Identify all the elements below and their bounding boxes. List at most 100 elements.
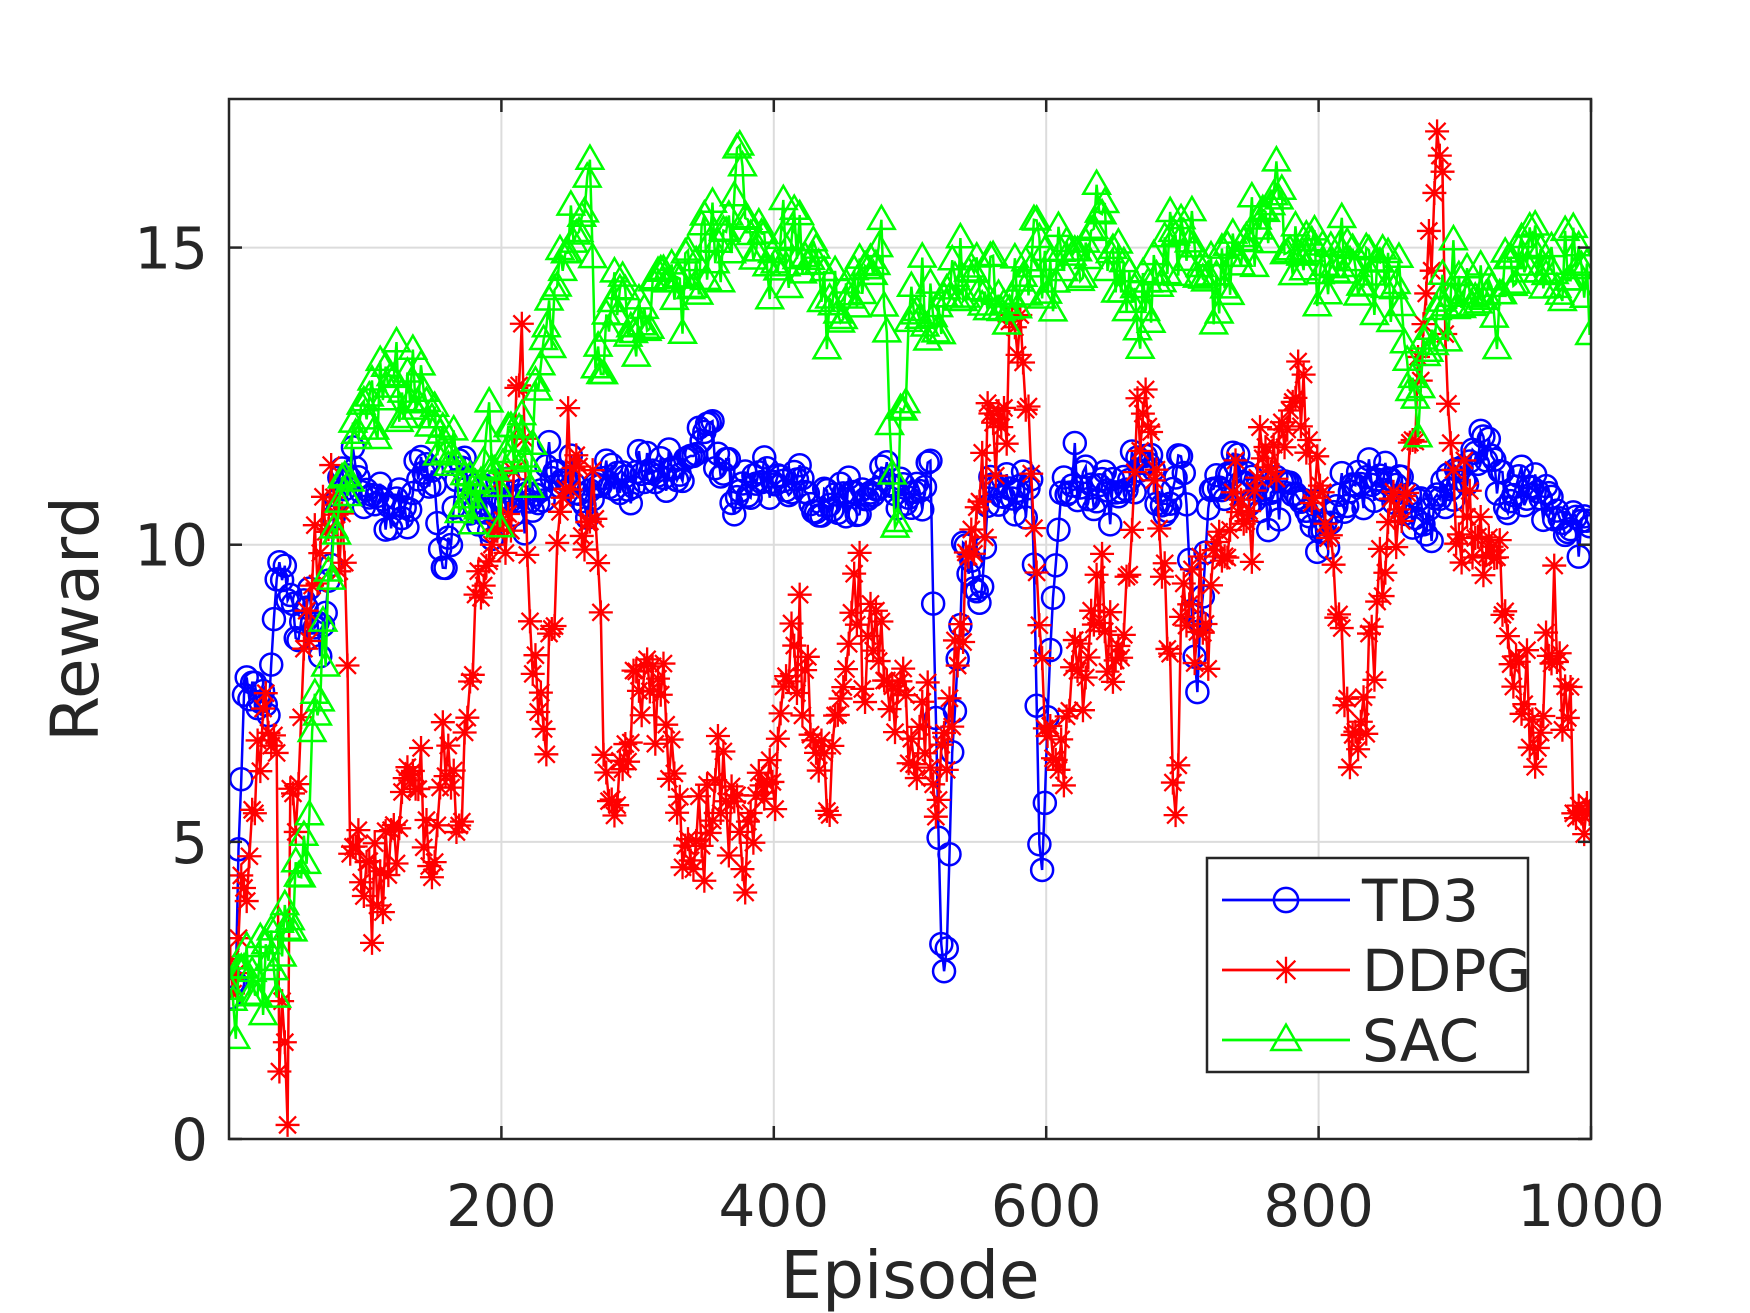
asterisk-marker [667, 784, 692, 809]
asterisk-marker [406, 777, 431, 802]
x-tick-label: 1000 [1517, 1172, 1665, 1240]
circle-marker [1419, 528, 1444, 554]
asterisk-marker [1177, 592, 1202, 617]
asterisk-marker [735, 809, 760, 834]
asterisk-marker [981, 410, 1006, 435]
asterisk-marker [572, 537, 597, 562]
triangle-marker [1244, 212, 1276, 240]
asterisk-marker [528, 680, 553, 705]
circle-marker [847, 501, 872, 527]
triangle-marker [1288, 253, 1320, 281]
triangle-marker [1165, 202, 1197, 230]
circle-marker [912, 474, 938, 500]
triangle-marker [1299, 213, 1330, 241]
asterisk-marker [1109, 645, 1134, 670]
triangle-marker [1217, 217, 1249, 244]
asterisk-marker [384, 851, 409, 876]
asterisk-marker [1038, 713, 1063, 738]
asterisk-marker [970, 440, 995, 465]
x-tick-label: 600 [991, 1172, 1102, 1240]
asterisk-marker [305, 571, 330, 596]
asterisk-marker [1092, 619, 1117, 644]
asterisk-marker [346, 818, 371, 843]
triangle-marker [312, 554, 344, 582]
asterisk-marker [722, 789, 747, 814]
asterisk-marker [1354, 721, 1379, 746]
circle-marker [1032, 790, 1058, 816]
asterisk-marker [294, 598, 319, 623]
x-tick-label: 200 [446, 1172, 557, 1240]
triangle-marker [1062, 234, 1093, 262]
asterisk-marker [509, 311, 534, 336]
asterisk-marker [637, 679, 662, 704]
triangle-marker [1277, 258, 1309, 286]
triangle-marker [874, 408, 906, 436]
asterisk-marker [616, 749, 641, 774]
asterisk-marker [1272, 435, 1297, 460]
asterisk-marker [1313, 511, 1338, 536]
triangle-marker [514, 471, 546, 498]
asterisk-marker [357, 849, 382, 874]
triangle-marker [334, 464, 366, 492]
asterisk-marker [902, 752, 927, 777]
asterisk-marker [842, 561, 867, 586]
asterisk-marker [430, 710, 455, 735]
triangle-marker [498, 442, 530, 470]
asterisk-marker [1016, 394, 1041, 419]
circle-marker [1046, 517, 1071, 543]
triangle-marker [906, 241, 938, 268]
asterisk-marker [1504, 644, 1529, 669]
asterisk-marker [547, 499, 572, 524]
triangle-marker [569, 195, 600, 223]
asterisk-marker [1169, 604, 1194, 629]
circle-marker [752, 445, 777, 470]
circle-marker [942, 698, 968, 724]
triangle-marker [460, 467, 491, 495]
asterisk-marker [1152, 551, 1177, 576]
circle-marker [387, 477, 412, 502]
asterisk-marker [869, 609, 894, 634]
asterisk-marker [1384, 535, 1409, 560]
asterisk-marker [444, 820, 469, 845]
triangle-marker [887, 393, 919, 421]
asterisk-marker [763, 797, 788, 822]
asterisk-marker [782, 633, 807, 658]
triangle-marker [1538, 257, 1570, 285]
asterisk-marker [479, 532, 504, 557]
triangle-marker [1002, 291, 1034, 319]
asterisk-marker [1297, 428, 1322, 453]
asterisk-marker [1536, 643, 1561, 668]
triangle-marker [1141, 258, 1172, 286]
triangle-marker [1375, 305, 1407, 333]
asterisk-marker [912, 741, 937, 766]
triangle-marker [361, 422, 393, 450]
asterisk-marker [1335, 686, 1360, 711]
circle-marker [1038, 637, 1063, 663]
asterisk-marker [643, 731, 668, 756]
asterisk-marker [665, 800, 690, 825]
circle-marker [346, 465, 371, 490]
asterisk-marker [705, 724, 730, 749]
asterisk-marker [569, 523, 594, 548]
asterisk-marker [1283, 385, 1308, 410]
triangle-marker [789, 240, 821, 268]
circle-marker [618, 491, 644, 516]
triangle-marker [857, 258, 889, 286]
asterisk-marker [455, 705, 480, 730]
triangle-marker [607, 260, 639, 287]
asterisk-marker [523, 643, 548, 668]
triangle-marker [748, 217, 780, 245]
asterisk-marker [485, 518, 510, 543]
triangle-marker [381, 325, 412, 353]
triangle-marker [1312, 277, 1344, 305]
asterisk-marker [1356, 621, 1381, 646]
asterisk-marker [659, 727, 684, 752]
asterisk-marker [351, 884, 376, 909]
asterisk-marker [370, 900, 395, 925]
triangle-marker [481, 470, 513, 498]
asterisk-marker [1005, 342, 1030, 367]
asterisk-marker [651, 651, 676, 676]
asterisk-marker [1414, 281, 1439, 306]
asterisk-marker [537, 621, 562, 646]
asterisk-marker [564, 443, 589, 468]
